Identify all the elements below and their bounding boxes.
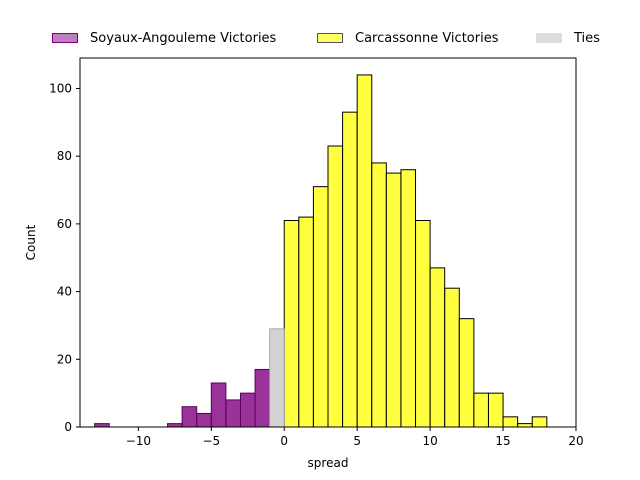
histogram-bar-0-9 [225,399,241,428]
x-axis-ticks: −10 −5 0 5 10 15 20 [126,427,584,448]
y-tick-label: 80 [57,149,72,163]
histogram-bar-1-17 [531,416,548,428]
y-tick-label: 60 [57,217,72,231]
histogram-bar-0-6 [181,406,198,428]
histogram-bar-1-7 [385,172,402,428]
legend-swatch-soyaux [52,33,78,43]
histogram-bar-0-10 [239,392,256,428]
x-tick-label: 0 [280,434,288,448]
y-tick-label: 20 [57,352,72,366]
histogram-bar-1-4 [342,111,358,428]
histogram-bar-1-8 [400,169,417,428]
x-tick-label: −10 [126,434,151,448]
histogram-bar-1-5 [356,74,373,428]
bars-group [94,74,548,428]
x-tick-label: 10 [422,434,437,448]
plot-frame [79,57,577,428]
x-tick-label: 5 [353,434,361,448]
x-tick-label: 15 [495,434,510,448]
y-axis-label: Count [24,224,38,260]
legend-label-carcassonne: Carcassonne Victories [355,30,499,46]
y-axis-ticks: 0 20 40 60 80 100 [49,81,80,434]
x-tick-label: 20 [568,434,583,448]
histogram-bar-1-3 [327,145,344,428]
histogram-bar-1-13 [473,392,489,428]
histogram-bar-1-1 [298,216,314,428]
x-tick-label: −5 [202,434,220,448]
histogram-bar-1-12 [458,318,475,428]
legend-item-ties: Ties [536,28,600,48]
histogram-bar-0-11 [254,368,271,428]
y-tick-label: 0 [64,420,72,434]
y-tick-label: 100 [49,81,72,95]
legend-item-soyaux: Soyaux-Angouleme Victories [52,28,276,48]
histogram-bar-1-14 [487,392,504,428]
legend-swatch-carcassonne [317,33,343,43]
histogram-bar-0-0 [94,423,110,428]
histogram-bar-1-15 [502,416,519,428]
histogram-bar-1-2 [312,186,329,428]
legend-label-soyaux: Soyaux-Angouleme Victories [90,30,277,46]
histogram-bar-1-9 [415,219,431,428]
histogram-bar-0-5 [167,423,183,428]
y-tick-label: 40 [57,285,72,299]
histogram-bar-1-0 [283,219,300,428]
histogram-bar-0-7 [196,412,212,428]
histogram-bar-1-6 [371,162,387,428]
histogram-bar-0-8 [210,382,227,428]
histogram-bar-1-11 [444,287,460,428]
legend-label-ties: Ties [574,30,600,46]
histogram-bar-2-0 [269,328,285,428]
legend-swatch-ties [536,33,562,43]
histogram-bar-1-10 [429,267,446,428]
histogram-bar-1-16 [517,423,533,428]
legend-item-carcassonne: Carcassonne Victories [317,28,498,48]
chart-legend: Soyaux-Angouleme Victories Carcassonne V… [0,28,640,48]
x-axis-label: spread [308,456,349,470]
